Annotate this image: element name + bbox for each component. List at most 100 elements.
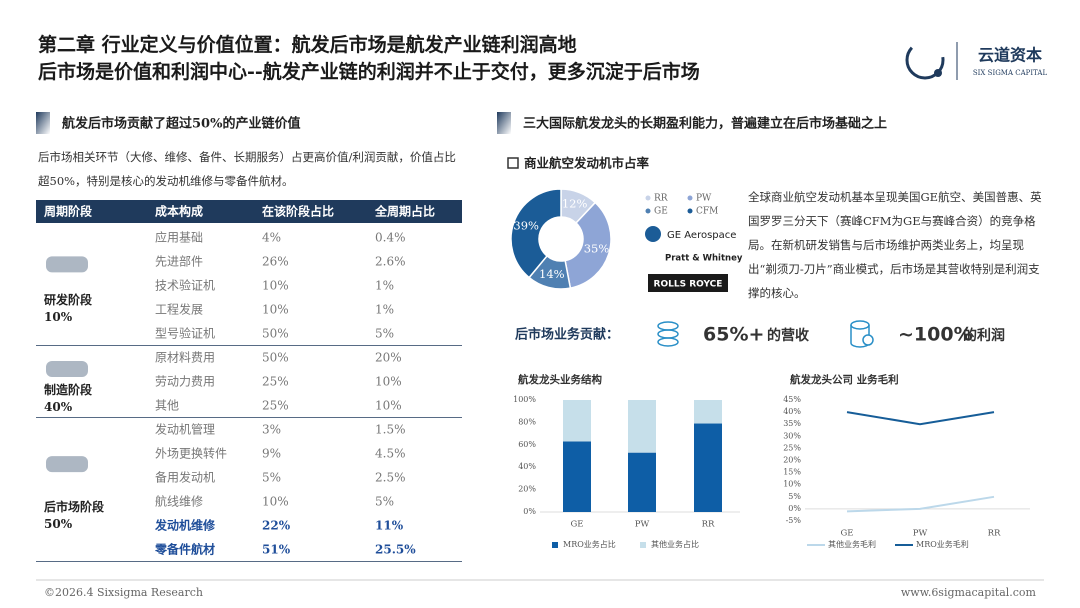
table-cell: 10% — [375, 375, 402, 389]
table-cell: 51% — [262, 543, 291, 557]
bullet-square — [507, 157, 519, 169]
data-label: 14% — [539, 267, 565, 281]
bar-segment — [694, 423, 722, 512]
legend-swatch — [640, 542, 646, 548]
table-cell: 外场更换转件 — [155, 446, 227, 461]
legend-swatch — [687, 208, 693, 214]
legend-label: 其他业务毛利 — [828, 539, 876, 549]
bar-segment — [628, 452, 656, 512]
logo-dot — [934, 69, 942, 77]
x-tick-label: GE — [571, 520, 584, 530]
table-cell: 25% — [262, 375, 289, 389]
title: 第二章 行业定义与价值位置：航发后市场是航发产业链利润高地 — [38, 33, 577, 56]
paragraph: 全球商业航空发动机基本呈现美国GE航空、美国普惠、英国罗罗三分天下（赛峰CFM为… — [748, 190, 1042, 300]
y-tick-label: -5% — [786, 516, 802, 525]
bar-segment — [694, 400, 722, 424]
chart-title: 航发龙头公司 业务毛利 — [790, 373, 899, 386]
brand-logo: GE Aerospace — [667, 230, 736, 241]
bar-segment — [563, 400, 591, 442]
profit-value: ~100% — [898, 324, 973, 346]
table-cell: 10% — [375, 399, 402, 413]
x-tick-label: GE — [841, 529, 854, 539]
table-cell: 5% — [375, 327, 394, 341]
data-label: 35% — [584, 241, 610, 255]
y-tick-label: 45% — [783, 395, 801, 404]
stage-icon — [46, 256, 88, 273]
coin-icon — [657, 321, 679, 347]
legend-label: PW — [696, 194, 712, 204]
table-cell: 发动机维修 — [154, 518, 216, 533]
chart-title: 航发龙头业务结构 — [518, 373, 602, 386]
column-header: 在该阶段占比 — [262, 204, 334, 219]
data-label: 12% — [562, 197, 588, 211]
y-tick-label: 20% — [783, 456, 801, 465]
logo-icon — [645, 226, 661, 242]
table-cell: 50% — [262, 327, 289, 341]
legend-label: 其他业务占比 — [651, 539, 699, 549]
legend-swatch — [645, 195, 651, 201]
bar-segment — [628, 400, 656, 453]
table-cell: 型号验证机 — [155, 326, 215, 341]
table-cell: 0.4% — [375, 231, 406, 245]
x-tick-label: PW — [635, 520, 650, 530]
stage-share: 50% — [44, 517, 73, 531]
revenue-text: 的营收 — [767, 327, 810, 344]
website: www.6sigmacapital.com — [901, 586, 1037, 599]
y-tick-label: 5% — [788, 492, 801, 501]
brand-logo: ROLLS ROYCE — [654, 280, 723, 290]
logo-mark — [905, 40, 945, 80]
legend-swatch — [687, 195, 693, 201]
y-tick-label: 0% — [788, 504, 801, 513]
db-icon — [850, 320, 874, 348]
table-cell: 劳动力费用 — [155, 375, 215, 389]
legend-label: MRO业务占比 — [563, 539, 616, 549]
brand-logo: Pratt & Whitney — [665, 254, 743, 264]
chart-title: 商业航空发动机市占率 — [524, 156, 650, 171]
table-cell: 1.5% — [375, 423, 406, 437]
y-tick-label: 40% — [783, 407, 801, 416]
x-tick-label: RR — [702, 520, 715, 530]
legend-label: MRO业务毛利 — [916, 539, 969, 549]
stage-label: 制造阶段 — [44, 382, 93, 397]
section-title: 三大国际航发龙头的长期盈利能力，普遍建立在后市场基础之上 — [523, 116, 887, 132]
profit-text: 的利润 — [963, 327, 1005, 344]
table-cell: 25% — [262, 399, 289, 413]
column-header: 全周期占比 — [374, 204, 435, 219]
y-tick-label: 80% — [518, 417, 536, 426]
line — [846, 495, 995, 513]
table-cell: 零备件航材 — [154, 542, 215, 557]
table-cell: 10% — [262, 303, 289, 317]
data-label: 39% — [513, 218, 539, 232]
donut-slice — [510, 188, 562, 279]
x-tick-label: RR — [988, 529, 1001, 539]
table-cell: 其他 — [155, 399, 179, 413]
table-cell: 2.5% — [375, 471, 406, 485]
table-cell: 先进部件 — [155, 254, 203, 269]
stage-share: 40% — [44, 400, 73, 414]
legend-swatch — [552, 542, 558, 548]
y-tick-label: 0% — [523, 507, 536, 516]
bar-segment — [563, 441, 591, 512]
stage-icon — [46, 456, 88, 473]
stage-label: 研发阶段 — [44, 292, 93, 307]
logo-box — [648, 274, 728, 292]
y-tick-label: 40% — [518, 462, 536, 471]
copyright: ©2026.4 Sixsigma Research — [44, 586, 203, 599]
logo-cn: 云道资本 — [978, 46, 1042, 65]
legend-label: CFM — [696, 207, 718, 217]
section-marker — [497, 112, 511, 134]
description: 后市场相关环节（大修、维修、备件、长期服务）占更高价值/利润贡献，价值占比超50… — [38, 150, 456, 188]
y-tick-label: 100% — [513, 395, 536, 404]
table-cell: 10% — [262, 495, 289, 509]
table-cell: 技术验证机 — [155, 278, 215, 293]
table-cell: 2.6% — [375, 255, 406, 269]
y-tick-label: 20% — [518, 485, 536, 494]
table-cell: 应用基础 — [155, 230, 203, 245]
y-tick-label: 15% — [783, 468, 801, 477]
table-cell: 26% — [262, 255, 289, 269]
table-cell: 4.5% — [375, 447, 406, 461]
table-cell: 3% — [262, 423, 281, 437]
y-tick-label: 30% — [783, 431, 801, 440]
